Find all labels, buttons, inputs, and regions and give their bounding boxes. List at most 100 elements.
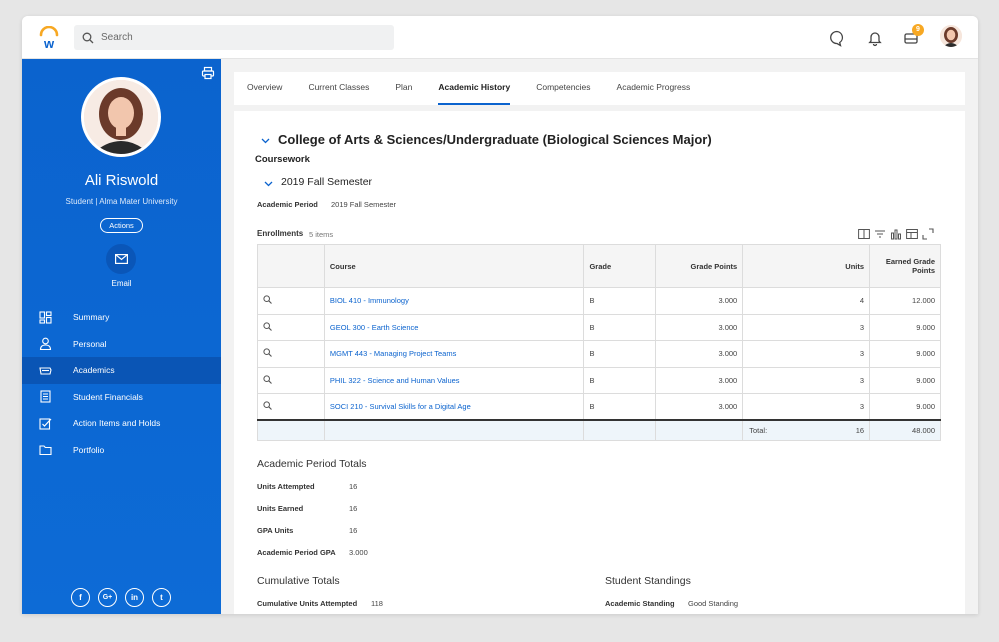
units-cell: 4 <box>742 287 871 315</box>
course-link[interactable]: MGMT 443 - Managing Project Teams <box>323 340 585 368</box>
filter-icon[interactable] <box>874 228 886 240</box>
facebook-icon[interactable]: f <box>71 588 90 607</box>
user-avatar[interactable] <box>940 25 962 47</box>
enrollments-label: Enrollments <box>257 229 304 238</box>
magnifier-icon[interactable] <box>263 322 272 331</box>
document-icon <box>40 390 51 403</box>
course-link[interactable]: SOCI 210 - Survival Skills for a Digital… <box>323 393 585 421</box>
chevron-down-icon[interactable] <box>264 181 273 187</box>
earned-cell: 9.000 <box>869 366 941 395</box>
tab-current-classes[interactable]: Current Classes <box>308 82 370 92</box>
course-link[interactable]: GEOL 300 - Earth Science <box>323 313 585 342</box>
program-heading: College of Arts & Sciences/Undergraduate… <box>278 132 712 147</box>
cumulative-units-value: 118 <box>371 599 383 608</box>
sidebar-nav: Summary Personal Academics Student Finan… <box>22 304 221 463</box>
sidebar-item-label: Academics <box>73 365 115 376</box>
search-input[interactable]: Search <box>74 25 394 50</box>
total-label: Total: <box>749 426 768 436</box>
actions-button[interactable]: Actions <box>100 218 143 233</box>
sidebar-item-label: Action Items and Holds <box>73 418 161 429</box>
magnifier-icon[interactable] <box>263 295 272 305</box>
column-header-units[interactable]: Units <box>742 244 871 288</box>
search-icon <box>82 32 94 43</box>
tab-academic-history[interactable]: Academic History <box>438 72 510 105</box>
course-link[interactable]: BIOL 410 - Immunology <box>323 287 585 315</box>
total-row: Total: 16 48.000 <box>257 419 941 441</box>
expand-icon[interactable] <box>922 228 934 240</box>
column-header-grade-points[interactable]: Grade Points <box>655 244 744 288</box>
units-earned-value: 16 <box>349 504 358 513</box>
gpa-units-label: GPA Units <box>257 526 294 535</box>
academic-standing-label: Academic Standing <box>605 599 675 608</box>
search-placeholder: Search <box>101 32 133 43</box>
total-units: 16 <box>855 426 865 436</box>
sidebar-item-label: Student Financials <box>73 391 143 402</box>
sidebar-item-action-items[interactable]: Action Items and Holds <box>22 410 221 437</box>
grade-points-cell: 3.000 <box>655 313 744 342</box>
period-gpa-value: 3.000 <box>349 548 368 557</box>
course-link[interactable]: PHIL 322 - Science and Human Values <box>323 366 585 395</box>
tab-academic-progress[interactable]: Academic Progress <box>616 82 691 92</box>
print-icon[interactable] <box>201 66 215 80</box>
workday-logo[interactable]: w <box>38 26 60 50</box>
earned-cell: 9.000 <box>869 340 941 368</box>
sidebar-item-label: Portfolio <box>73 444 105 455</box>
profile-name: Ali Riswold <box>84 172 159 189</box>
tab-overview[interactable]: Overview <box>247 82 283 92</box>
social-links: f G+ in t <box>71 588 179 607</box>
google-plus-icon[interactable]: G+ <box>98 588 117 607</box>
sidebar-item-student-financials[interactable]: Student Financials <box>22 384 221 411</box>
top-bar: w Search 9 <box>22 16 978 59</box>
grade-points-cell: 3.000 <box>655 393 744 421</box>
units-cell: 3 <box>742 366 871 395</box>
units-cell: 3 <box>742 393 871 421</box>
units-cell: 3 <box>742 313 871 342</box>
table-view-icon[interactable] <box>906 228 918 240</box>
magnifier-icon[interactable] <box>263 348 272 358</box>
academic-history-panel: College of Arts & Sciences/Undergraduate… <box>234 111 965 614</box>
table-row: BIOL 410 - Immunology B 3.000 4 12.000 <box>257 287 941 315</box>
period-totals-title: Academic Period Totals <box>257 458 367 470</box>
tab-plan[interactable]: Plan <box>395 82 413 92</box>
profile-photo <box>81 77 161 157</box>
table-row: SOCI 210 - Survival Skills for a Digital… <box>257 393 941 421</box>
app-window: w Search 9 Ali Riswold Student | Alma Ma… <box>22 16 978 614</box>
column-header-earned-grade-points[interactable]: Earned Grade Points <box>869 244 941 288</box>
column-header-course[interactable]: Course <box>323 244 585 288</box>
table-row: PHIL 322 - Science and Human Values B 3.… <box>257 366 941 395</box>
checklist-icon <box>39 418 52 430</box>
bell-icon[interactable] <box>866 29 884 47</box>
dashboard-icon <box>39 311 52 324</box>
academic-period-value: 2019 Fall Semester <box>331 200 397 209</box>
units-earned-label: Units Earned <box>257 504 304 513</box>
tab-competencies[interactable]: Competencies <box>536 82 591 92</box>
tab-bar: Overview Current Classes Plan Academic H… <box>234 72 965 105</box>
earned-cell: 9.000 <box>869 393 941 421</box>
grade-cell: B <box>583 393 657 421</box>
folder-icon <box>39 445 52 456</box>
linkedin-icon[interactable]: in <box>125 588 144 607</box>
enrollments-count: 5 items <box>309 230 334 239</box>
chart-icon[interactable] <box>890 228 902 240</box>
magnifier-icon[interactable] <box>263 375 272 384</box>
email-button[interactable] <box>106 244 136 274</box>
inbox-icon[interactable] <box>902 29 920 47</box>
chat-icon[interactable] <box>828 29 846 47</box>
magnifier-icon[interactable] <box>263 401 272 411</box>
units-attempted-label: Units Attempted <box>257 482 315 491</box>
units-cell: 3 <box>742 340 871 368</box>
profile-sidebar: Ali Riswold Student | Alma Mater Univers… <box>22 59 221 614</box>
sidebar-item-academics[interactable]: Academics <box>22 357 221 384</box>
person-icon <box>39 337 52 351</box>
chevron-down-icon[interactable] <box>261 138 270 144</box>
grade-cell: B <box>583 287 657 315</box>
sidebar-item-portfolio[interactable]: Portfolio <box>22 437 221 464</box>
column-header-grade[interactable]: Grade <box>583 244 657 288</box>
sidebar-item-label: Personal <box>73 338 107 349</box>
sidebar-item-personal[interactable]: Personal <box>22 331 221 358</box>
columns-icon[interactable] <box>858 228 870 240</box>
sidebar-item-summary[interactable]: Summary <box>22 304 221 331</box>
grade-points-cell: 3.000 <box>655 287 744 315</box>
twitter-icon[interactable]: t <box>152 588 171 607</box>
units-attempted-value: 16 <box>349 482 358 491</box>
